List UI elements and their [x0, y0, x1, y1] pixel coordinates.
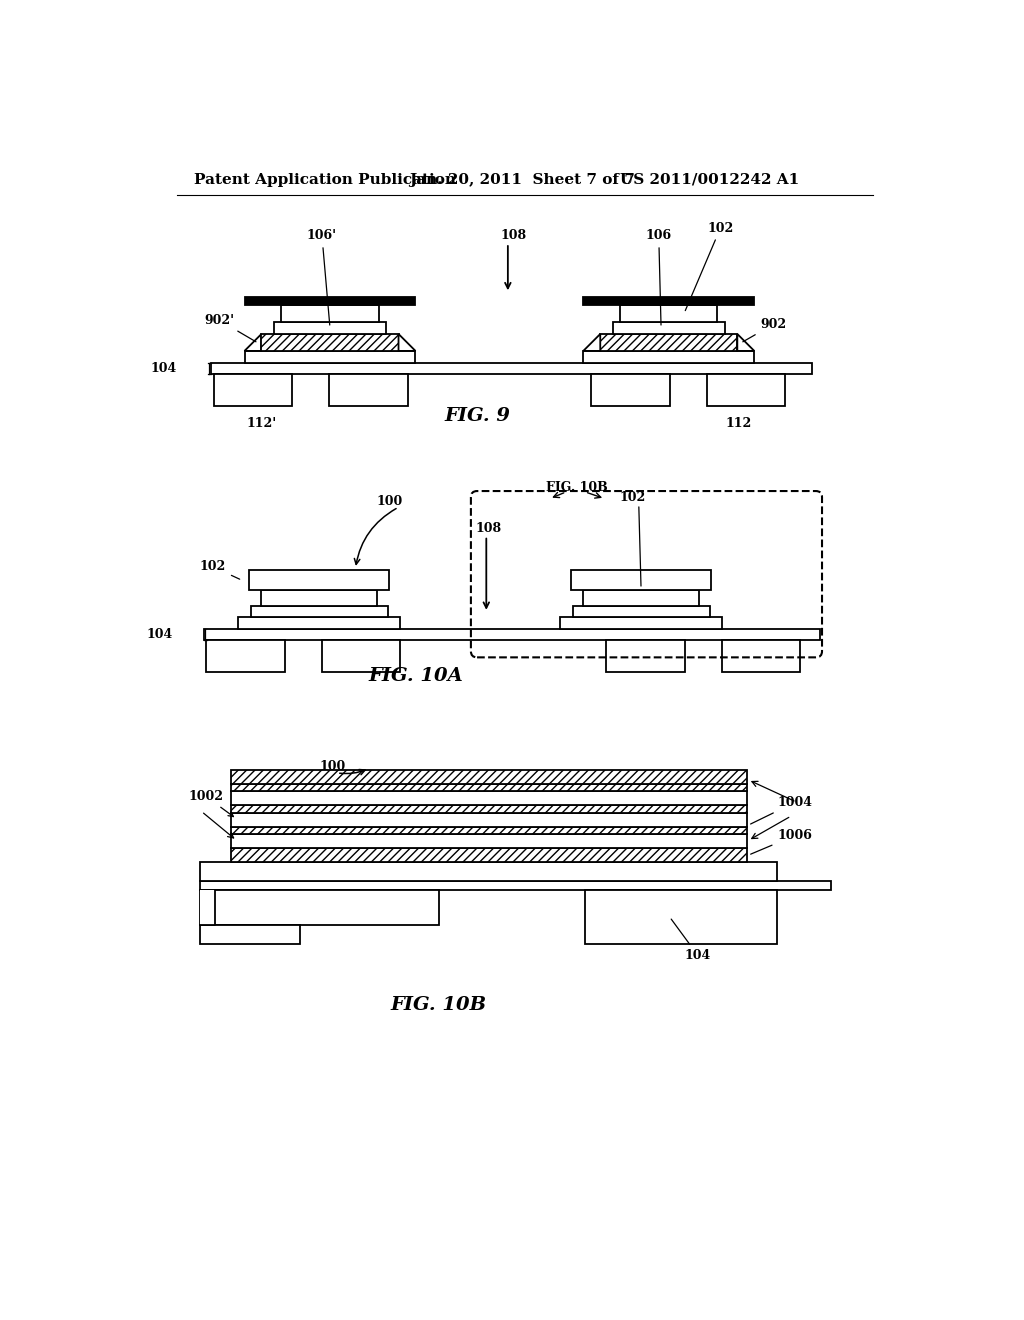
Bar: [230, 784, 746, 792]
Bar: [200, 890, 215, 924]
Bar: [200, 924, 300, 944]
Bar: [572, 606, 710, 616]
Bar: [230, 826, 746, 834]
Bar: [200, 890, 438, 924]
Bar: [282, 305, 379, 322]
Bar: [200, 862, 777, 880]
Bar: [230, 834, 746, 849]
Text: US 2011/0012242 A1: US 2011/0012242 A1: [621, 173, 800, 187]
Bar: [322, 640, 400, 672]
Bar: [245, 297, 416, 305]
Text: 104: 104: [671, 919, 712, 962]
Text: 102: 102: [620, 491, 646, 504]
Bar: [200, 880, 831, 890]
Text: 1006: 1006: [751, 829, 812, 854]
Text: 1004: 1004: [751, 796, 812, 824]
Bar: [230, 792, 746, 805]
Text: 100: 100: [319, 760, 345, 774]
Text: 108: 108: [500, 228, 526, 242]
Bar: [206, 640, 285, 672]
Bar: [612, 322, 725, 334]
Bar: [214, 374, 292, 407]
Text: FIG. 10B: FIG. 10B: [546, 480, 608, 494]
Bar: [584, 351, 755, 363]
Bar: [591, 374, 670, 407]
Bar: [204, 628, 819, 640]
Text: 902: 902: [742, 318, 786, 342]
Bar: [211, 363, 812, 374]
Text: FIG. 10A: FIG. 10A: [368, 667, 463, 685]
Bar: [239, 616, 400, 628]
Bar: [707, 374, 785, 407]
Text: 102: 102: [200, 561, 240, 579]
Text: FIG. 10B: FIG. 10B: [390, 997, 486, 1014]
Polygon shape: [737, 334, 755, 351]
Bar: [230, 805, 746, 813]
Bar: [722, 640, 801, 672]
Bar: [230, 849, 746, 862]
Bar: [261, 334, 398, 351]
Text: 902': 902': [205, 314, 256, 342]
Bar: [330, 374, 408, 407]
Text: 100: 100: [377, 495, 403, 508]
Text: Jan. 20, 2011  Sheet 7 of 7: Jan. 20, 2011 Sheet 7 of 7: [410, 173, 635, 187]
Text: 108: 108: [475, 521, 502, 535]
Bar: [584, 297, 755, 305]
Bar: [585, 890, 777, 944]
Bar: [230, 770, 746, 784]
Text: 112': 112': [247, 417, 276, 430]
Text: Patent Application Publication: Patent Application Publication: [194, 173, 456, 187]
Bar: [230, 813, 746, 826]
Text: 106: 106: [646, 230, 672, 325]
Bar: [606, 640, 685, 672]
Bar: [584, 590, 698, 606]
Polygon shape: [584, 334, 600, 351]
Text: 1002: 1002: [188, 789, 233, 817]
Bar: [560, 616, 722, 628]
Text: 106': 106': [307, 230, 337, 325]
Bar: [273, 322, 386, 334]
Polygon shape: [245, 334, 261, 351]
Text: 104: 104: [146, 628, 173, 640]
Bar: [600, 334, 737, 351]
Bar: [251, 606, 388, 616]
Text: 104: 104: [151, 362, 177, 375]
Text: 112: 112: [726, 417, 752, 430]
Bar: [571, 570, 711, 590]
Bar: [245, 351, 416, 363]
Polygon shape: [398, 334, 416, 351]
Text: 102: 102: [685, 222, 733, 310]
Bar: [261, 590, 377, 606]
Bar: [621, 305, 717, 322]
Text: FIG. 9: FIG. 9: [444, 408, 510, 425]
Bar: [249, 570, 389, 590]
